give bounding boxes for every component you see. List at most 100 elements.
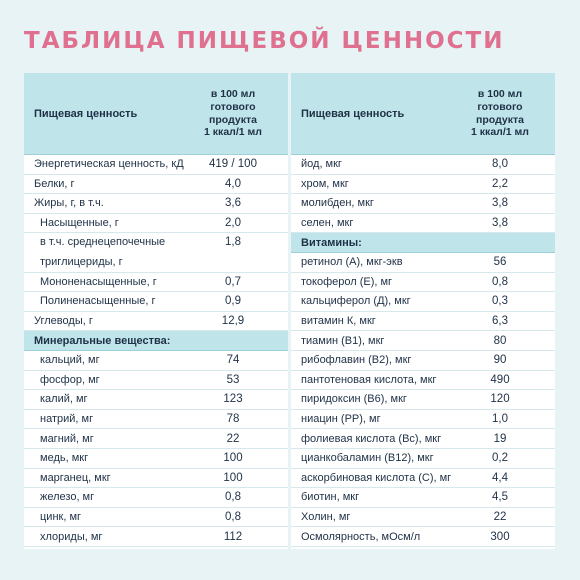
row-value: 4,0	[225, 177, 241, 190]
row-value: 1,8	[225, 236, 241, 249]
table-row: Мононенасыщенные, г 0,7	[24, 273, 288, 293]
table-row: токоферол (Е), мг 0,8	[291, 273, 555, 293]
row-name: токоферол (Е), мг	[301, 275, 393, 288]
row-value: 490	[490, 373, 510, 386]
table-row: Холин, мг 22	[291, 508, 555, 528]
table-row: Углеводы, г 12,9	[24, 312, 288, 332]
table-row: железо, мг 0,8	[24, 488, 288, 508]
row-value: 112	[223, 530, 243, 543]
row-name: молибден, мкг	[301, 197, 374, 210]
table-row: хром, мкг 2,2	[291, 175, 555, 195]
table-row: Энергетическая ценность, кДж / ккал 419 /…	[24, 155, 288, 175]
row-value: 0,8	[225, 491, 241, 504]
row-name: Холин, мг	[301, 510, 351, 523]
row-name: фосфор, мг	[40, 373, 100, 386]
row-value: 3,6	[225, 197, 241, 210]
row-name: аскорбиновая кислота (С), мг	[301, 471, 451, 484]
row-name: Углеводы, г	[34, 315, 93, 328]
row-value: 0,9	[225, 295, 241, 308]
row-value: 120	[490, 393, 510, 406]
row-value: 100	[223, 471, 243, 484]
row-value: 0,7	[225, 275, 241, 288]
table-row: фолиевая кислота (Вс), мкг 19	[291, 429, 555, 449]
row-value: 8,0	[492, 158, 508, 171]
table-row: медь, мкг 100	[24, 449, 288, 469]
table-row: рибофлавин (В2), мкг 90	[291, 351, 555, 371]
row-name: ретинол (А), мкг-экв	[301, 256, 403, 269]
nutrition-table-left: Пищевая ценность в 100 мл готового проду…	[24, 73, 288, 549]
row-value: 300	[490, 530, 510, 543]
header-name: Пищевая ценность	[301, 107, 405, 120]
table-header: Пищевая ценность в 100 мл готового проду…	[24, 73, 288, 155]
table-header: Пищевая ценность в 100 мл готового проду…	[291, 73, 555, 155]
row-name: тиамин (В1), мкг	[301, 334, 385, 347]
header-name: Пищевая ценность	[34, 107, 138, 120]
page-title: ТАБЛИЦА ПИЩЕВОЙ ЦЕННОСТИ	[24, 28, 505, 54]
row-name: рибофлавин (В2), мкг	[301, 354, 412, 367]
row-value: 74	[226, 354, 240, 367]
row-name: цинк, мг	[40, 510, 82, 523]
row-name: цианкобаламин (В12), мкг	[301, 452, 434, 465]
row-value: 80	[493, 334, 507, 347]
table-row: йод, мкг 8,0	[291, 155, 555, 175]
table-row: в т.ч. среднецепочечные триглицериды, г 1…	[24, 233, 288, 273]
table-row: Насыщенные, г 2,0	[24, 214, 288, 234]
table-row: цинк, мг 0,8	[24, 508, 288, 528]
table-row: калий, мг 123	[24, 390, 288, 410]
table-row: цианкобаламин (В12), мкг 0,2	[291, 449, 555, 469]
row-value: 56	[493, 256, 507, 269]
row-name: Энергетическая ценность, кДж / ккал	[34, 158, 184, 171]
row-name: железо, мг	[40, 491, 95, 504]
table-row: пиридоксин (В6), мкг 120	[291, 390, 555, 410]
row-value: 4,5	[492, 491, 508, 504]
row-value: 3,8	[492, 217, 508, 230]
row-value: 78	[226, 413, 240, 426]
table-row: магний, мг 22	[24, 429, 288, 449]
table-row: натрий, мг 78	[24, 410, 288, 430]
section-header-row: Минеральные вещества:	[24, 331, 288, 351]
row-value: 2,2	[492, 177, 508, 190]
row-name: кальций, мг	[40, 354, 100, 367]
table-row: биотин, мкг 4,5	[291, 488, 555, 508]
row-name: Осмолярность, мОсм/л	[301, 530, 421, 543]
table-row: Жиры, г, в т.ч. 3,6	[24, 194, 288, 214]
table-row: фосфор, мг 53	[24, 371, 288, 391]
row-value: 12,9	[221, 315, 245, 328]
row-value: 90	[493, 354, 507, 367]
row-name: хром, мкг	[301, 177, 349, 190]
row-name: Витамины:	[301, 236, 362, 249]
row-name: Мононенасыщенные, г	[40, 275, 157, 288]
row-name: биотин, мкг	[301, 491, 360, 504]
row-value: 4,4	[492, 471, 508, 484]
row-name: Насыщенные, г	[40, 217, 119, 230]
row-value: 123	[223, 393, 243, 406]
row-name: фолиевая кислота (Вс), мкг	[301, 432, 442, 445]
table-row: витамин К, мкг 6,3	[291, 312, 555, 332]
row-value: 1,0	[492, 413, 508, 426]
row-value: 3,8	[492, 197, 508, 210]
row-name: в т.ч. среднецепочечные триглицериды, г	[40, 236, 166, 268]
row-name: Минеральные вещества:	[34, 334, 171, 347]
row-name: ниацин (РР), мг	[301, 413, 381, 426]
row-name: хлориды, мг	[40, 530, 103, 543]
row-name: пиридоксин (В6), мкг	[301, 393, 407, 406]
row-name: кальциферол (Д), мкг	[301, 295, 411, 308]
table-row: марганец, мкг 100	[24, 469, 288, 489]
table-row: кальций, мг 74	[24, 351, 288, 371]
table-row: ниацин (РР), мг 1,0	[291, 410, 555, 430]
table-row: Белки, г 4,0	[24, 175, 288, 195]
header-value: в 100 мл готового продукта 1 ккал/1 мл	[204, 88, 262, 139]
row-name: витамин К, мкг	[301, 315, 376, 328]
row-name: Полиненасыщенные, г	[40, 295, 156, 308]
row-value: 2,0	[225, 217, 241, 230]
header-value: в 100 мл готового продукта 1 ккал/1 мл	[471, 88, 529, 139]
section-header-row: Витамины:	[291, 233, 555, 253]
table-row: молибден, мкг 3,8	[291, 194, 555, 214]
table-row: кальциферол (Д), мкг 0,3	[291, 292, 555, 312]
row-value: 22	[493, 510, 507, 523]
row-value: 6,3	[492, 315, 508, 328]
row-name: пантотеновая кислота, мкг	[301, 373, 437, 386]
row-name: селен, мкг	[301, 217, 354, 230]
row-value: 53	[226, 373, 240, 386]
table-row: хлориды, мг 112	[24, 527, 288, 547]
